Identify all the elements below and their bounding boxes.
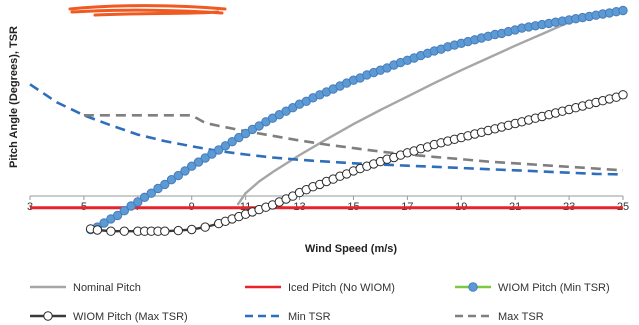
data-point: [220, 141, 231, 151]
data-point: [618, 90, 628, 100]
x-axis-title: Wind Speed (m/s): [305, 243, 398, 255]
data-point: [207, 149, 217, 159]
data-point: [146, 188, 157, 198]
data-point: [119, 226, 130, 236]
data-point: [126, 201, 136, 211]
series-line: [83, 114, 624, 172]
data-point: [254, 121, 264, 131]
legend-label: WIOM Pitch (Min TSR): [498, 282, 610, 294]
series-line: [29, 83, 624, 176]
series-max-tsr: [83, 114, 624, 172]
legend-label: Min TSR: [288, 311, 331, 323]
data-point: [106, 226, 116, 236]
data-point: [173, 225, 184, 236]
series-wiom-pitch-min-tsr: [85, 5, 628, 235]
data-point: [92, 225, 103, 235]
series-line: [236, 21, 570, 206]
chart-marks: [29, 5, 628, 236]
data-point: [193, 157, 204, 167]
legend-item: WIOM Pitch (Max TSR): [30, 311, 188, 323]
legend: Nominal Pitch Iced Pitch (No WIOM) WIOM Pi…: [30, 282, 610, 323]
data-point: [112, 210, 123, 221]
data-point: [173, 170, 184, 181]
series-min-tsr: [29, 83, 624, 176]
data-point: [240, 128, 251, 139]
legend-item: Nominal Pitch: [30, 282, 141, 294]
legend-marker: [468, 282, 478, 292]
y-axis-title: Pitch Angle (Degrees), TSR: [8, 26, 20, 168]
data-point: [227, 137, 237, 147]
data-point: [99, 218, 109, 228]
data-point: [234, 132, 244, 143]
data-point: [166, 175, 177, 185]
data-point: [214, 145, 224, 155]
data-point: [200, 222, 210, 232]
data-point: [160, 179, 170, 190]
legend-label: WIOM Pitch (Max TSR): [73, 311, 188, 323]
legend-label: Max TSR: [498, 311, 544, 323]
data-point: [160, 226, 170, 236]
data-point: [133, 197, 143, 207]
legend-label: Iced Pitch (No WIOM): [288, 282, 395, 294]
legend-marker: [43, 311, 53, 321]
data-point: [187, 161, 197, 171]
redaction-scribble: [68, 4, 227, 17]
data-point: [119, 206, 130, 216]
data-point: [187, 224, 197, 235]
series-wiom-pitch-max-tsr: [85, 90, 628, 236]
series-nominal-pitch: [236, 21, 570, 206]
data-point: [153, 183, 163, 194]
legend-item: Min TSR: [245, 311, 331, 323]
legend-item: Max TSR: [455, 311, 544, 323]
data-point: [200, 153, 210, 163]
legend-item: Iced Pitch (No WIOM): [245, 282, 395, 294]
data-point: [139, 192, 150, 203]
legend-item: WIOM Pitch (Min TSR): [455, 282, 610, 294]
data-point: [618, 5, 628, 16]
legend-label: Nominal Pitch: [73, 282, 141, 294]
data-point: [180, 166, 190, 176]
